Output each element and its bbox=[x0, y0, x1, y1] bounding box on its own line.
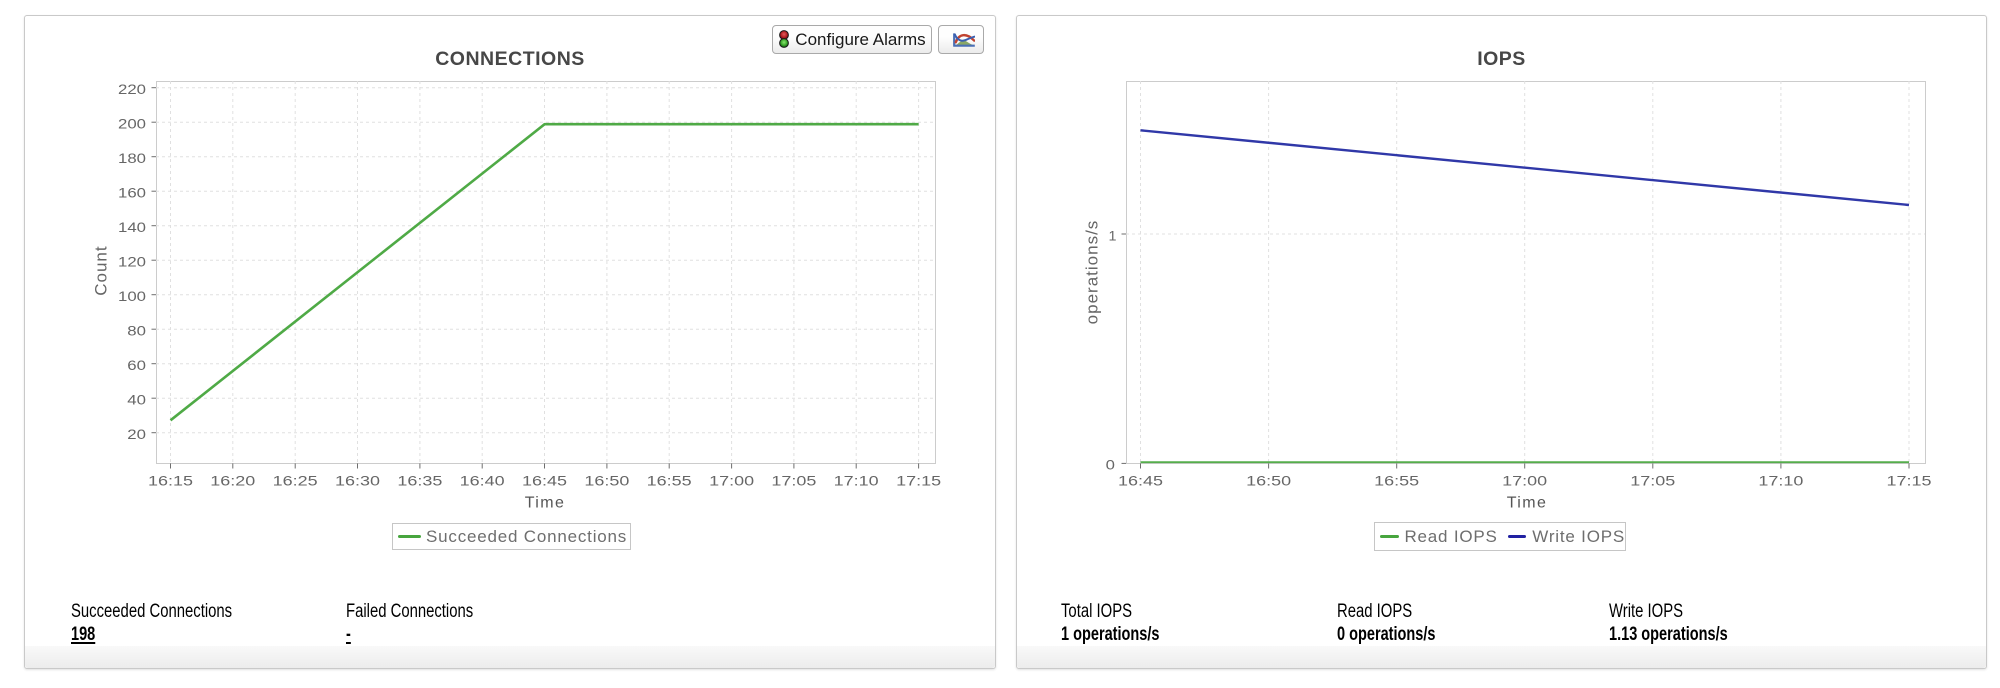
svg-text:120: 120 bbox=[118, 255, 146, 270]
svg-text:20: 20 bbox=[127, 427, 146, 442]
svg-text:16:20: 16:20 bbox=[210, 473, 255, 488]
svg-text:16:50: 16:50 bbox=[1246, 473, 1291, 488]
svg-text:operations/s: operations/s bbox=[1083, 220, 1102, 325]
svg-text:16:45: 16:45 bbox=[522, 473, 567, 488]
svg-text:17:10: 17:10 bbox=[1758, 473, 1803, 488]
svg-text:16:30: 16:30 bbox=[335, 473, 380, 488]
svg-text:160: 160 bbox=[118, 186, 146, 201]
svg-text:16:55: 16:55 bbox=[1374, 473, 1419, 488]
svg-text:100: 100 bbox=[118, 289, 146, 304]
svg-text:180: 180 bbox=[118, 151, 146, 166]
svg-text:17:15: 17:15 bbox=[1887, 473, 1932, 488]
svg-text:16:50: 16:50 bbox=[584, 473, 629, 488]
svg-text:17:00: 17:00 bbox=[709, 473, 754, 488]
svg-text:16:40: 16:40 bbox=[460, 473, 505, 488]
svg-text:Time: Time bbox=[525, 495, 566, 512]
svg-text:17:05: 17:05 bbox=[1630, 473, 1675, 488]
svg-text:16:25: 16:25 bbox=[273, 473, 318, 488]
svg-text:220: 220 bbox=[118, 82, 146, 97]
svg-text:17:00: 17:00 bbox=[1502, 473, 1547, 488]
svg-text:Time: Time bbox=[1507, 495, 1548, 512]
svg-text:200: 200 bbox=[118, 117, 146, 132]
svg-text:60: 60 bbox=[127, 358, 146, 373]
svg-text:17:10: 17:10 bbox=[834, 473, 879, 488]
svg-text:1: 1 bbox=[1109, 228, 1117, 243]
svg-text:80: 80 bbox=[127, 324, 146, 339]
svg-text:16:35: 16:35 bbox=[397, 473, 442, 488]
svg-text:140: 140 bbox=[118, 220, 146, 235]
svg-text:40: 40 bbox=[127, 393, 146, 408]
svg-text:0: 0 bbox=[1106, 458, 1115, 473]
svg-text:17:05: 17:05 bbox=[771, 473, 816, 488]
svg-text:17:15: 17:15 bbox=[896, 473, 941, 488]
svg-text:16:15: 16:15 bbox=[148, 473, 193, 488]
svg-text:16:45: 16:45 bbox=[1118, 473, 1163, 488]
svg-text:Count: Count bbox=[91, 245, 110, 295]
svg-text:16:55: 16:55 bbox=[647, 473, 692, 488]
